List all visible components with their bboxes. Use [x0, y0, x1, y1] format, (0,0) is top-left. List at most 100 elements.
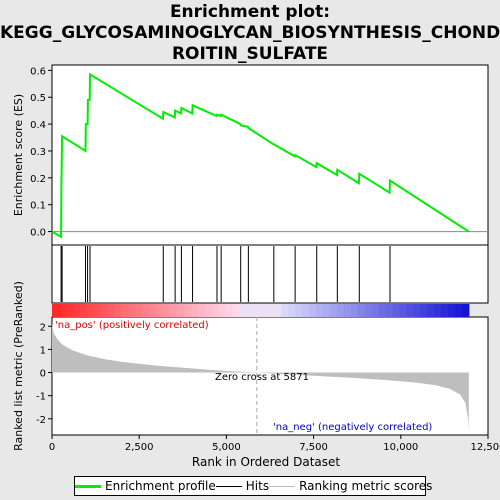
- heat-cell: [329, 304, 338, 317]
- es-ytick-label: 0.5: [30, 93, 46, 104]
- heat-cell: [65, 304, 74, 317]
- heat-cell: [413, 304, 421, 317]
- heat-cell: [302, 304, 310, 317]
- legend-metric-label: Ranking metric scores: [299, 479, 433, 493]
- heat-cell: [86, 304, 95, 317]
- heat-cell: [309, 304, 317, 317]
- heat-cell: [211, 304, 220, 317]
- legend-es-label: Enrichment profile: [105, 479, 216, 493]
- heat-cell: [434, 304, 442, 317]
- es-ytick-label: 0.2: [30, 174, 46, 185]
- heat-cell: [204, 304, 213, 317]
- es-ytick-label: 0.1: [30, 201, 46, 212]
- zero-cross-label: Zero cross at 5871: [215, 372, 309, 383]
- heat-cell: [239, 304, 248, 317]
- heat-cell: [128, 304, 136, 317]
- heat-cell: [267, 304, 275, 317]
- heat-cell: [190, 304, 199, 317]
- heat-cell: [315, 304, 324, 317]
- metric-area: [52, 323, 469, 431]
- heat-cell: [288, 304, 296, 317]
- heat-cell: [93, 304, 102, 317]
- heat-cell: [135, 304, 143, 317]
- x-axis: 0 2,500 5,000 7,500 10,000 12,500: [49, 435, 500, 453]
- heat-cell: [142, 304, 150, 317]
- es-ylabel: Enrichment score (ES): [12, 94, 25, 216]
- heat-cell: [72, 304, 81, 317]
- neg-label: 'na_neg' (negatively correlated): [273, 422, 432, 433]
- heat-cell: [454, 304, 463, 317]
- heat-cell: [406, 304, 414, 317]
- heat-cell: [100, 304, 109, 317]
- legend-hits-swatch: [215, 485, 242, 487]
- heat-cell: [350, 304, 359, 317]
- heat-cell: [427, 304, 435, 317]
- metric-axis: -2 -1 0 1 2: [36, 322, 52, 426]
- pos-label: 'na_pos' (positively correlated): [55, 320, 209, 331]
- title-line-3: ROITIN_SULFATE: [171, 44, 329, 64]
- heat-cell: [79, 304, 88, 317]
- heat-cell: [364, 304, 373, 317]
- heat-cell: [343, 304, 352, 317]
- heat-cell: [163, 304, 171, 317]
- legend-metric: Ranking metric scores: [269, 479, 432, 493]
- heat-cell: [295, 304, 303, 317]
- heat-cell: [218, 304, 227, 317]
- x-tick-label: 5,000: [212, 442, 241, 453]
- heat-cell: [392, 304, 400, 317]
- rank-heat-bar: [52, 304, 470, 317]
- heat-cell: [183, 304, 192, 317]
- x-tick-label: 7,500: [299, 442, 328, 453]
- heat-cell: [232, 304, 241, 317]
- heat-cell: [149, 304, 157, 317]
- x-axis-label: Rank in Ordered Dataset: [192, 455, 340, 469]
- heat-cell: [274, 304, 282, 317]
- x-tick-label: 12,500: [471, 442, 500, 453]
- heat-cell: [385, 304, 393, 317]
- heat-cell: [441, 304, 449, 317]
- metric-ytick-label: -1: [36, 392, 46, 403]
- metric-ytick-label: 0: [40, 369, 46, 380]
- chart-title: Enrichment plot: KEGG_GLYCOSAMINOGLYCAN_…: [0, 2, 500, 65]
- es-ytick-label: 0.3: [30, 147, 46, 158]
- heat-cell: [420, 304, 428, 317]
- heat-cell: [322, 304, 331, 317]
- metric-ylabel: Ranked list metric (PreRanked): [12, 281, 25, 451]
- heat-cell: [177, 304, 185, 317]
- metric-ytick-label: 2: [40, 322, 46, 333]
- heat-cell: [121, 304, 130, 317]
- heat-cell: [58, 304, 67, 317]
- heat-cell: [371, 304, 380, 317]
- es-line: [51, 72, 470, 239]
- legend: Enrichment profile Hits Ranking metric s…: [74, 476, 432, 496]
- legend-es-swatch: [75, 484, 101, 488]
- heat-cell: [253, 304, 262, 317]
- metric-ytick-label: -2: [36, 415, 46, 426]
- legend-hits-label: Hits: [245, 479, 270, 493]
- title-line-1: Enrichment plot:: [169, 2, 331, 22]
- heat-cell: [114, 304, 123, 317]
- es-ytick-label: 0.0: [30, 228, 46, 239]
- heat-cell: [378, 304, 387, 317]
- es-ytick-label: 0.6: [30, 66, 46, 77]
- heat-cell: [461, 304, 470, 317]
- x-tick-label: 2,500: [125, 442, 154, 453]
- metric-ytick-label: 1: [40, 345, 46, 356]
- legend-metric-swatch: [269, 485, 296, 487]
- heat-cell: [281, 304, 289, 317]
- heat-cell: [447, 304, 456, 317]
- heat-cell: [52, 304, 60, 317]
- hits-panel: [51, 244, 489, 304]
- x-tick-label: 0: [49, 442, 55, 453]
- es-ytick-label: 0.4: [30, 120, 46, 131]
- heat-cell: [197, 304, 206, 317]
- heat-cell: [156, 304, 164, 317]
- heat-cell: [260, 304, 268, 317]
- heat-cell: [246, 304, 255, 317]
- heat-cell: [399, 304, 407, 317]
- legend-es: Enrichment profile: [75, 479, 216, 493]
- heat-cell: [107, 304, 116, 317]
- hit-markers: [60, 246, 391, 302]
- heat-cell: [225, 304, 234, 317]
